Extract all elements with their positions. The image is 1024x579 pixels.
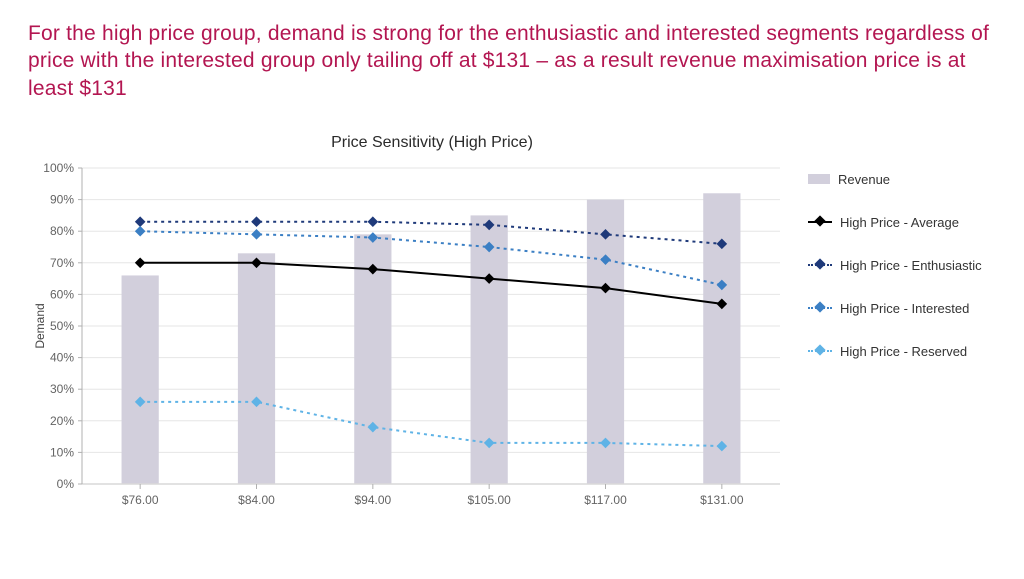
legend-swatch-line xyxy=(808,258,832,272)
y-tick-label: 70% xyxy=(50,256,74,270)
legend-swatch-line xyxy=(808,215,832,229)
chart-legend: Revenue High Price - Average High Price - … xyxy=(788,162,982,359)
x-tick-label: $84.00 xyxy=(238,493,275,507)
y-tick-label: 50% xyxy=(50,319,74,333)
legend-item-line: High Price - Interested xyxy=(808,301,982,316)
series-marker xyxy=(252,217,261,226)
x-tick-label: $105.00 xyxy=(467,493,511,507)
legend-swatch-line xyxy=(808,301,832,315)
legend-label: High Price - Reserved xyxy=(840,344,967,359)
y-tick-label: 40% xyxy=(50,350,74,364)
bar-revenue xyxy=(703,193,740,484)
series-marker xyxy=(368,217,377,226)
y-tick-label: 0% xyxy=(57,477,75,491)
series-marker xyxy=(136,226,145,235)
series-line xyxy=(140,231,722,285)
bar-revenue xyxy=(238,253,275,484)
legend-swatch-line xyxy=(808,344,832,358)
series-line xyxy=(140,402,722,446)
y-tick-label: 20% xyxy=(50,414,74,428)
series-line xyxy=(140,263,722,304)
legend-item-revenue: Revenue xyxy=(808,172,982,187)
legend-label: High Price - Enthusiastic xyxy=(840,258,982,273)
y-axis-label: Demand xyxy=(33,303,47,348)
y-tick-label: 100% xyxy=(43,162,74,175)
legend-item-line: High Price - Reserved xyxy=(808,344,982,359)
series-marker xyxy=(136,217,145,226)
x-tick-label: $94.00 xyxy=(354,493,391,507)
legend-label: High Price - Interested xyxy=(840,301,969,316)
legend-swatch-revenue xyxy=(808,174,830,184)
y-tick-label: 80% xyxy=(50,224,74,238)
chart-plot: 0% 10% 20% 30% 40% 50% 60% 70% 80% 90% 100% $76.00 $… xyxy=(28,162,788,517)
y-tick-label: 60% xyxy=(50,287,74,301)
x-tick-label: $131.00 xyxy=(700,493,744,507)
y-tick-label: 10% xyxy=(50,445,74,459)
headline-text: For the high price group, demand is stro… xyxy=(28,20,996,102)
x-tick-label: $117.00 xyxy=(584,493,627,507)
bar-revenue xyxy=(122,275,159,484)
x-tick-label: $76.00 xyxy=(122,493,159,507)
chart-title: Price Sensitivity (High Price) xyxy=(0,134,996,152)
series-line xyxy=(140,222,722,244)
series-marker xyxy=(136,258,145,267)
legend-label: High Price - Average xyxy=(840,215,959,230)
y-tick-label: 30% xyxy=(50,382,74,396)
legend-label: Revenue xyxy=(838,172,890,187)
y-tick-label: 90% xyxy=(50,192,74,206)
legend-item-line: High Price - Average xyxy=(808,215,982,230)
legend-item-line: High Price - Enthusiastic xyxy=(808,258,982,273)
chart-container: 0% 10% 20% 30% 40% 50% 60% 70% 80% 90% 100% $76.00 $… xyxy=(28,162,996,517)
chart-svg: 0% 10% 20% 30% 40% 50% 60% 70% 80% 90% 100% $76.00 $… xyxy=(28,162,788,512)
